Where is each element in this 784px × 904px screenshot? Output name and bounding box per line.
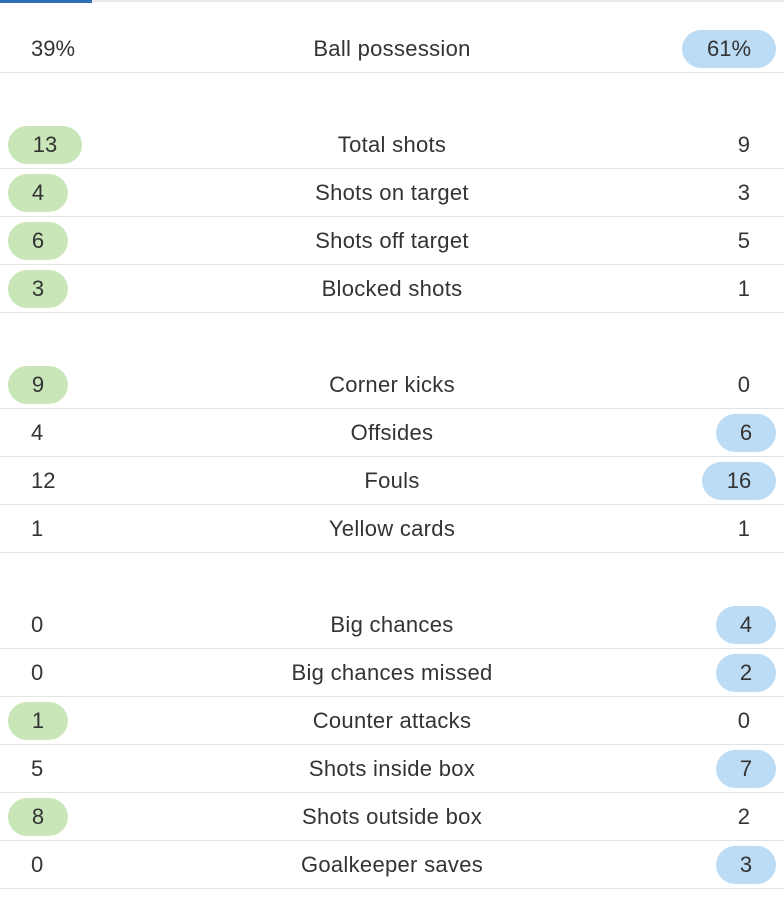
stat-label: Shots off target: [315, 228, 469, 253]
stat-label: Total shots: [337, 132, 447, 157]
stat-row-goalkeeper-saves: 0 Goalkeeper saves 3: [0, 842, 784, 889]
home-value-highlighted: 1: [8, 702, 68, 740]
stat-row-ball-possession: 39% Ball possession 61%: [0, 26, 784, 73]
stat-row-shots-on-target: 4 Shots on target 3: [0, 170, 784, 217]
stat-row-offsides: 4 Offsides 6: [0, 410, 784, 457]
away-value-highlighted: 4: [716, 606, 776, 644]
home-value: 4: [31, 420, 44, 445]
away-value-highlighted: 6: [716, 414, 776, 452]
home-value: 12: [31, 468, 56, 493]
stat-label: Big chances: [330, 612, 454, 637]
stat-row-total-shots: 13 Total shots 9: [0, 122, 784, 169]
stat-row-blocked-shots: 3 Blocked shots 1: [0, 266, 784, 313]
away-value-highlighted: 61%: [682, 30, 776, 68]
stat-row-shots-outside-box: 8 Shots outside box 2: [0, 794, 784, 841]
away-value-highlighted: 16: [702, 462, 776, 500]
away-value-highlighted: 3: [716, 846, 776, 884]
home-value: 0: [31, 660, 44, 685]
stat-row-yellow-cards: 1 Yellow cards 1: [0, 506, 784, 553]
home-value-highlighted: 9: [8, 366, 68, 404]
home-value-highlighted: 4: [8, 174, 68, 212]
active-tab-indicator: [0, 0, 92, 3]
home-value-highlighted: 3: [8, 270, 68, 308]
stat-label: Ball possession: [313, 36, 471, 61]
home-value-highlighted: 8: [8, 798, 68, 836]
stat-label: Shots inside box: [308, 756, 476, 781]
home-value: 0: [31, 612, 44, 637]
stat-row-corner-kicks: 9 Corner kicks 0: [0, 362, 784, 409]
stat-label: Yellow cards: [328, 516, 456, 541]
away-value: 9: [737, 132, 750, 157]
home-value: 0: [31, 852, 44, 877]
away-value: 0: [737, 708, 750, 733]
away-value: 5: [737, 228, 750, 253]
stat-row-fouls: 12 Fouls 16: [0, 458, 784, 505]
stat-label: Blocked shots: [321, 276, 463, 301]
stat-label: Offsides: [350, 420, 434, 445]
stat-row-counter-attacks: 1 Counter attacks 0: [0, 698, 784, 745]
stat-label: Goalkeeper saves: [300, 852, 484, 877]
stat-label: Counter attacks: [312, 708, 472, 733]
away-value-highlighted: 7: [716, 750, 776, 788]
stat-row-shots-inside-box: 5 Shots inside box 7: [0, 746, 784, 793]
stat-row-big-chances-missed: 0 Big chances missed 2: [0, 650, 784, 697]
home-value-highlighted: 13: [8, 126, 82, 164]
home-value-highlighted: 6: [8, 222, 68, 260]
stat-row-shots-off-target: 6 Shots off target 5: [0, 218, 784, 265]
home-value: 5: [31, 756, 44, 781]
away-value: 1: [737, 276, 750, 301]
away-value: 2: [737, 804, 750, 829]
away-value-highlighted: 2: [716, 654, 776, 692]
away-value: 1: [737, 516, 750, 541]
home-value: 39%: [31, 36, 76, 61]
stat-label: Shots on target: [315, 180, 469, 205]
away-value: 0: [737, 372, 750, 397]
stat-row-big-chances: 0 Big chances 4: [0, 602, 784, 649]
home-value: 1: [31, 516, 44, 541]
stat-label: Corner kicks: [329, 372, 455, 397]
stat-label: Big chances missed: [291, 660, 493, 685]
stat-label: Shots outside box: [302, 804, 482, 829]
top-divider: [0, 0, 784, 2]
stat-label: Fouls: [364, 468, 420, 493]
away-value: 3: [737, 180, 750, 205]
